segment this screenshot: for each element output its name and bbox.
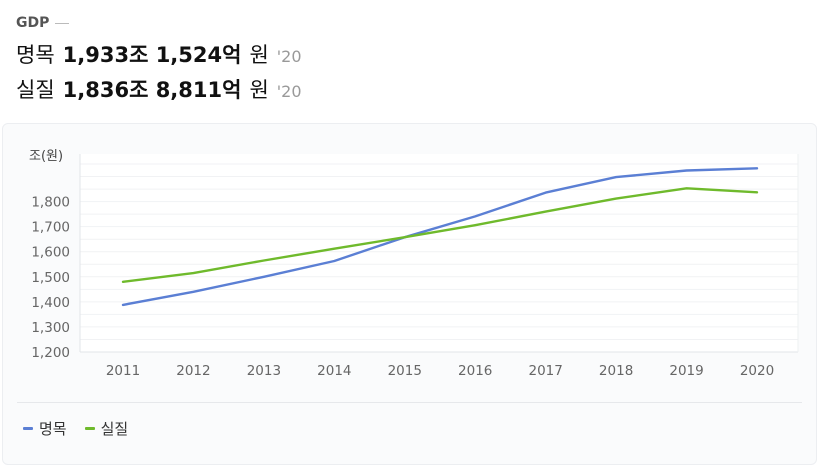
chart-card: 조(원) 1,200 1,300 1,400 1,500 1,600 1,700 1,800 2… <box>2 123 817 465</box>
real-unit: 원 <box>249 78 269 102</box>
y-tick-label: 1,800 <box>31 195 70 211</box>
x-tick-label: 2017 <box>528 363 562 379</box>
real-value: 1,836조 8,811억 <box>62 78 242 102</box>
line-chart: 조(원) 1,200 1,300 1,400 1,500 1,600 1,700 1,800 2… <box>29 149 799 379</box>
header: GDP 명목 1,933조 1,524억 원 '20 실질 1,836조 8,8… <box>16 12 806 104</box>
y-tick-label: 1,200 <box>31 345 70 361</box>
x-tick-label: 2018 <box>599 363 633 379</box>
nominal-year: '20 <box>276 47 302 66</box>
x-tick-label: 2020 <box>740 363 774 379</box>
gdp-title-row: GDP <box>16 12 806 34</box>
plot-area <box>80 154 798 352</box>
legend: 명목 실질 <box>23 418 128 439</box>
legend-label-nominal: 명목 <box>39 420 67 438</box>
real-year: '20 <box>276 82 302 101</box>
legend-swatch-nominal <box>23 427 33 430</box>
nominal-value: 1,933조 1,524억 <box>62 43 242 67</box>
x-tick-label: 2015 <box>388 363 422 379</box>
nominal-stat: 명목 1,933조 1,524억 원 '20 <box>16 39 806 69</box>
nominal-label: 명목 <box>16 43 55 67</box>
x-tick-label: 2013 <box>247 363 281 379</box>
legend-swatch-real <box>84 427 95 430</box>
y-tick-label: 1,500 <box>31 270 70 286</box>
x-tick-label: 2014 <box>317 363 351 379</box>
real-label: 실질 <box>16 78 55 102</box>
y-tick-label: 1,400 <box>31 295 70 311</box>
nominal-unit: 원 <box>249 43 269 67</box>
y-axis-title: 조(원) <box>29 149 63 164</box>
x-tick-label: 2019 <box>669 363 703 379</box>
legend-divider <box>17 402 802 403</box>
gdp-title: GDP <box>16 15 50 31</box>
y-tick-label: 1,600 <box>31 245 70 261</box>
series-line-nominal <box>121 167 759 307</box>
x-tick-label: 2011 <box>106 363 140 379</box>
legend-label-real: 실질 <box>100 420 129 438</box>
title-dash <box>55 22 70 24</box>
y-tick-label: 1,700 <box>31 220 70 236</box>
x-tick-label: 2016 <box>458 363 492 379</box>
legend-item-nominal[interactable]: 명목 <box>23 418 67 439</box>
x-tick-label: 2012 <box>176 363 210 379</box>
real-stat: 실질 1,836조 8,811억 원 '20 <box>16 74 806 104</box>
series-line-real <box>121 187 759 284</box>
legend-item-real[interactable]: 실질 <box>84 418 129 439</box>
y-tick-label: 1,300 <box>31 320 70 336</box>
